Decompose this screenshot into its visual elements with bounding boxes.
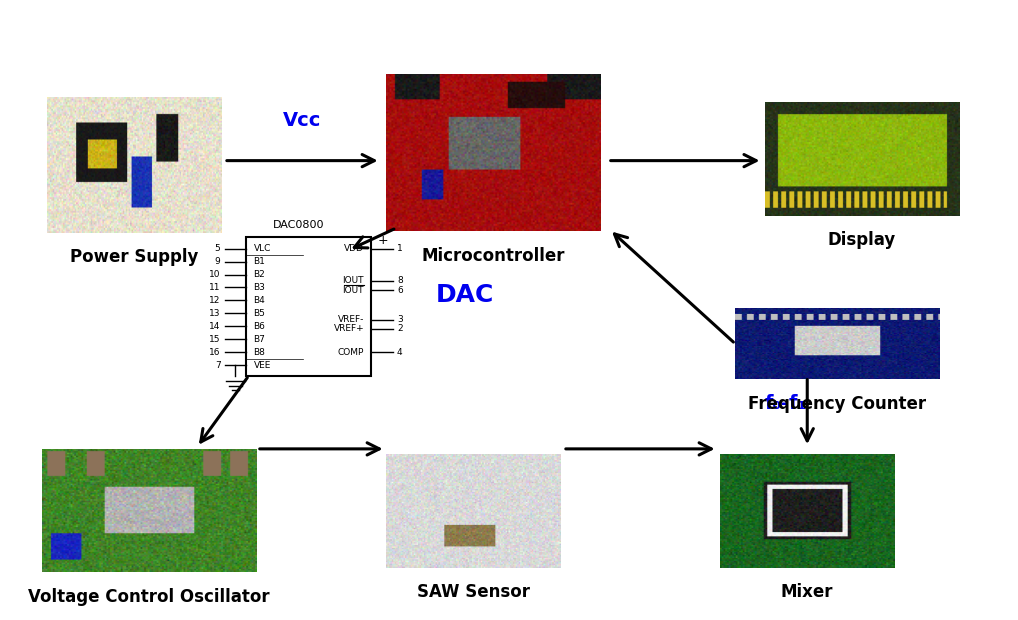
Text: 5: 5 [215, 244, 221, 253]
Text: 7: 7 [215, 361, 221, 370]
Text: IOUT: IOUT [343, 277, 364, 285]
Text: B1: B1 [253, 257, 266, 266]
Text: 11: 11 [209, 283, 221, 292]
Text: +: + [378, 234, 388, 247]
Text: 8: 8 [397, 277, 403, 285]
Text: 14: 14 [209, 322, 221, 331]
Text: 15: 15 [209, 335, 221, 344]
Text: 9: 9 [215, 257, 221, 266]
Text: 12: 12 [209, 296, 221, 305]
Text: B7: B7 [253, 335, 266, 344]
Bar [246, 237, 372, 376]
Text: Vcc: Vcc [283, 111, 321, 130]
Text: DAC0800: DAC0800 [273, 220, 325, 230]
Text: 6: 6 [397, 286, 403, 294]
Text: B3: B3 [253, 283, 266, 292]
Text: Microcontroller: Microcontroller [421, 247, 565, 265]
Text: 16: 16 [209, 348, 221, 356]
Text: 4: 4 [397, 348, 402, 356]
Text: B2: B2 [253, 270, 265, 279]
Text: IOUT: IOUT [343, 286, 364, 294]
Text: 10: 10 [209, 270, 221, 279]
Text: Mixer: Mixer [781, 583, 834, 601]
Text: Power Supply: Power Supply [70, 248, 199, 266]
Text: Frequency Counter: Frequency Counter [748, 395, 926, 413]
Text: VLC: VLC [253, 244, 271, 253]
Text: 1: 1 [397, 244, 403, 253]
Text: DAC: DAC [436, 283, 495, 306]
Text: SAW Sensor: SAW Sensor [416, 583, 529, 601]
Text: COMP: COMP [338, 348, 364, 356]
Text: B6: B6 [253, 322, 266, 331]
Text: 2: 2 [397, 324, 402, 334]
Text: VDD: VDD [344, 244, 364, 253]
Text: VREF+: VREF+ [334, 324, 364, 334]
Text: f₀-f₁: f₀-f₁ [765, 394, 806, 414]
Text: VREF-: VREF- [338, 316, 364, 324]
Text: 13: 13 [209, 309, 221, 318]
Text: B8: B8 [253, 348, 266, 356]
Text: Display: Display [828, 231, 896, 249]
Text: B5: B5 [253, 309, 266, 318]
Text: 3: 3 [397, 316, 403, 324]
Text: B4: B4 [253, 296, 265, 305]
Text: VEE: VEE [253, 361, 271, 370]
Text: Voltage Control Oscillator: Voltage Control Oscillator [29, 588, 270, 606]
